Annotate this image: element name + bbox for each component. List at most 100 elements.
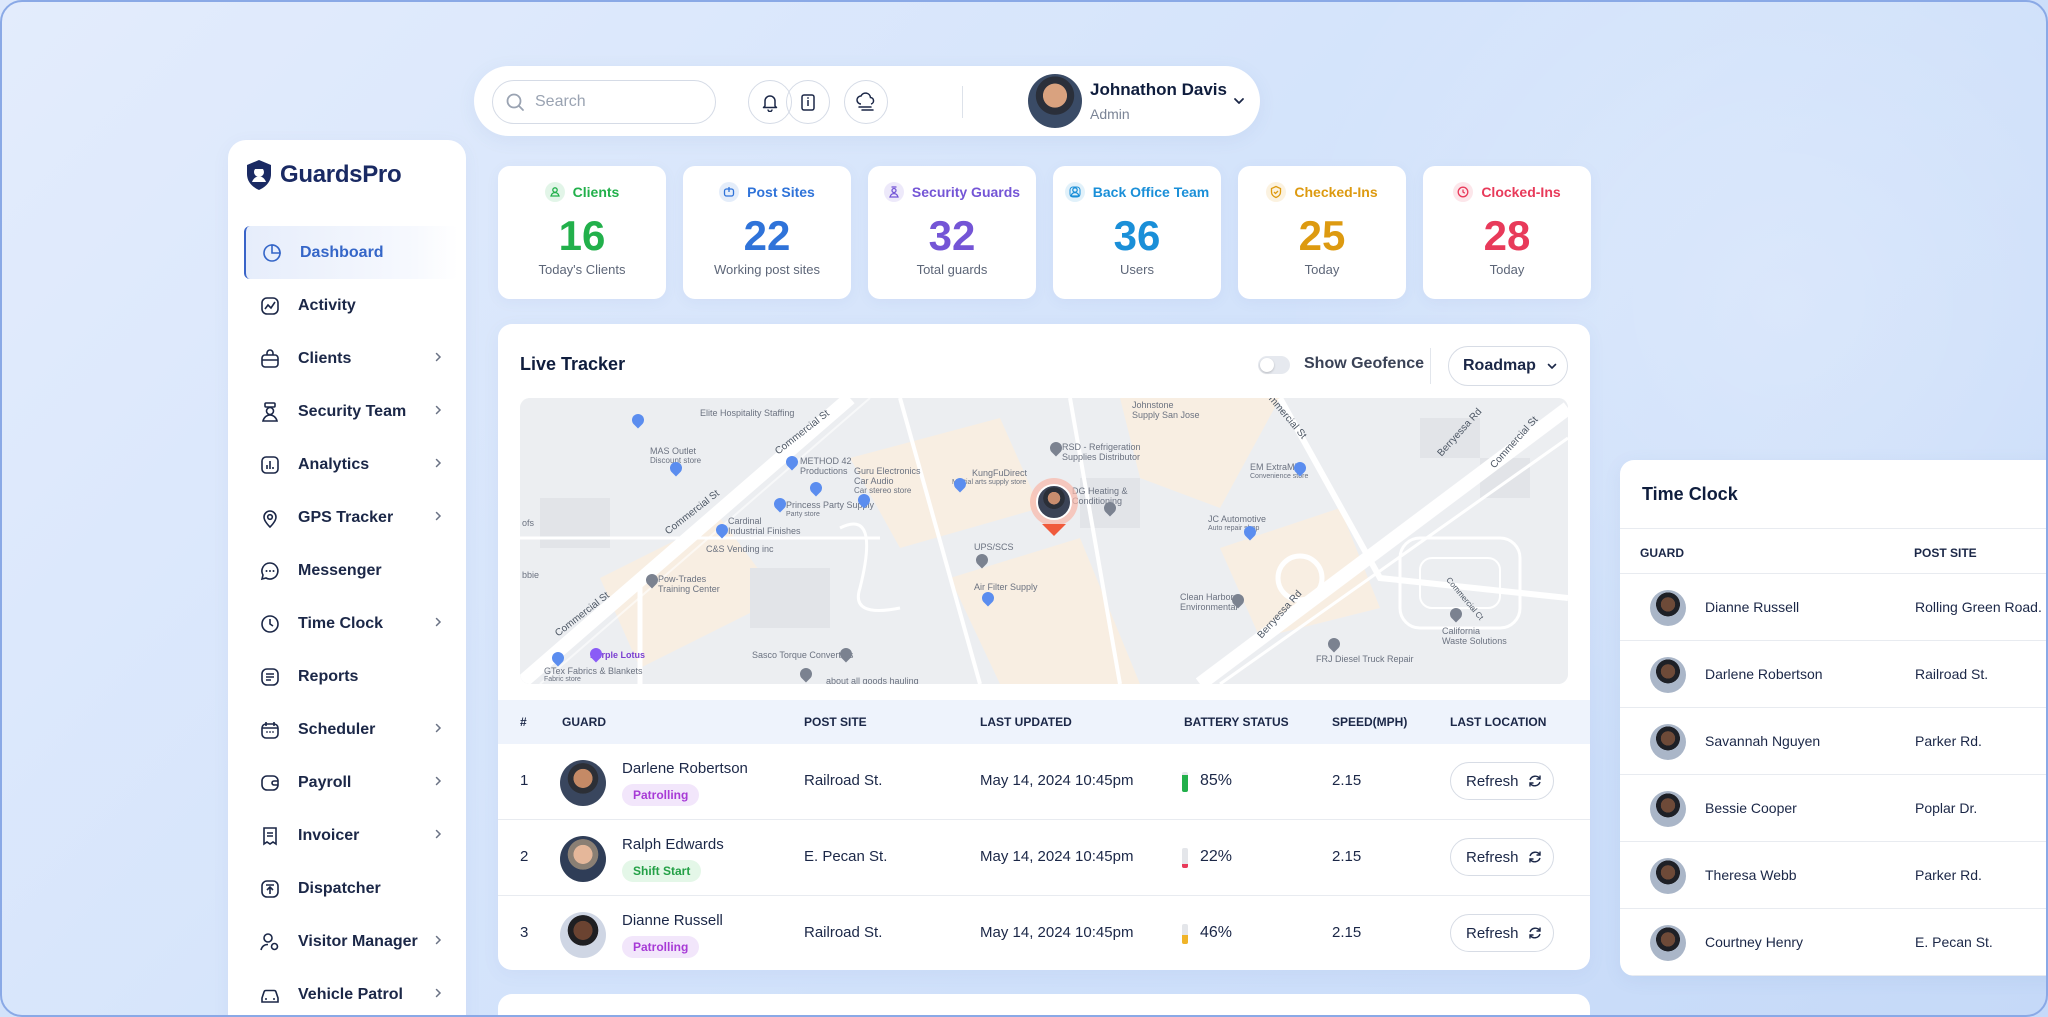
sidebar-item-dashboard[interactable]: Dashboard bbox=[244, 226, 458, 279]
sidebar-item-visitor-manager[interactable]: Visitor Manager bbox=[244, 915, 458, 968]
post-site: Railroad St. bbox=[804, 924, 883, 941]
chat-icon bbox=[258, 559, 282, 583]
map-type-select[interactable]: Roadmap bbox=[1448, 346, 1568, 386]
sidebar-item-label: Visitor Manager bbox=[298, 932, 418, 950]
sidebar-item-dispatcher[interactable]: Dispatcher bbox=[244, 862, 458, 915]
table-row[interactable]: 3 Dianne Russell Patrolling Railroad St.… bbox=[498, 896, 1590, 970]
sidebar-item-reports[interactable]: Reports bbox=[244, 650, 458, 703]
column-header: # bbox=[520, 715, 527, 729]
map-label: Conditioning bbox=[1072, 496, 1123, 506]
user-avatar[interactable] bbox=[1028, 74, 1082, 128]
map-label: Martial arts supply store bbox=[952, 479, 1027, 486]
team-icon bbox=[1064, 182, 1085, 202]
map-label: Industrial Finishes bbox=[728, 526, 801, 536]
column-header: POST SITE bbox=[1914, 546, 1977, 560]
sidebar-item-activity[interactable]: Activity bbox=[244, 279, 458, 332]
list-item[interactable]: Darlene Robertson Railroad St. bbox=[1620, 641, 2046, 708]
list-item[interactable]: Bessie Cooper Poplar Dr. bbox=[1620, 775, 2046, 842]
sidebar-item-messenger[interactable]: Messenger bbox=[244, 544, 458, 597]
stat-title: Clocked-Ins bbox=[1481, 184, 1561, 200]
stat-card-checked-ins[interactable]: Checked-Ins 25 Today bbox=[1238, 166, 1406, 299]
stat-card-clocked-ins[interactable]: Clocked-Ins 28 Today bbox=[1423, 166, 1591, 299]
avatar bbox=[1650, 858, 1686, 894]
avatar bbox=[1650, 724, 1686, 760]
invoice-icon bbox=[258, 824, 282, 848]
sidebar-item-label: Vehicle Patrol bbox=[298, 985, 403, 1003]
map-label: Supplies Distributor bbox=[1062, 452, 1141, 462]
map-label: Productions bbox=[800, 466, 848, 476]
list-item[interactable]: Dianne Russell Rolling Green Road. bbox=[1620, 574, 2046, 641]
table-row[interactable]: 1 Darlene Robertson Patrolling Railroad … bbox=[498, 744, 1590, 820]
sidebar-item-gps-tracker[interactable]: GPS Tracker bbox=[244, 491, 458, 544]
guard-name: Ralph Edwards bbox=[622, 836, 724, 853]
reports-icon bbox=[258, 665, 282, 689]
chevron-down-icon[interactable] bbox=[1232, 94, 1246, 108]
status-badge: Patrolling bbox=[622, 784, 700, 806]
refresh-button[interactable]: Refresh bbox=[1450, 838, 1554, 876]
map-label: Pow-Trades bbox=[658, 574, 707, 584]
stat-card-back-office-team[interactable]: Back Office Team 36 Users bbox=[1053, 166, 1221, 299]
live-map[interactable]: Elite Hospitality Staffing Commercial St… bbox=[520, 398, 1568, 684]
chevron-right-icon bbox=[435, 405, 442, 415]
clock-icon bbox=[1453, 182, 1474, 202]
guard-location-marker[interactable] bbox=[1030, 478, 1078, 542]
sidebar-item-invoicer[interactable]: Invoicer bbox=[244, 809, 458, 862]
list-item[interactable]: Savannah Nguyen Parker Rd. bbox=[1620, 708, 2046, 775]
stat-card-security-guards[interactable]: Security Guards 32 Total guards bbox=[868, 166, 1036, 299]
geofence-toggle[interactable] bbox=[1258, 356, 1290, 374]
sidebar-item-payroll[interactable]: Payroll bbox=[244, 756, 458, 809]
brand-logo[interactable]: GuardsPro bbox=[244, 158, 402, 192]
speed: 2.15 bbox=[1332, 772, 1362, 789]
chevron-right-icon bbox=[435, 617, 442, 627]
map-label: GTex Fabrics & Blankets bbox=[544, 666, 643, 676]
list-item[interactable]: Courtney Henry E. Pecan St. bbox=[1620, 909, 2046, 976]
sidebar-item-label: Analytics bbox=[298, 455, 370, 473]
battery-percent: 22% bbox=[1200, 848, 1233, 865]
stat-subtitle: Today bbox=[1489, 262, 1525, 277]
sidebar-item-label: Dispatcher bbox=[298, 879, 381, 897]
activity-icon bbox=[258, 294, 282, 318]
refresh-icon bbox=[1528, 775, 1541, 787]
refresh-button[interactable]: Refresh bbox=[1450, 762, 1554, 800]
avatar bbox=[1650, 791, 1686, 827]
avatar bbox=[560, 912, 606, 958]
table-row[interactable]: 2 Ralph Edwards Shift Start E. Pecan St.… bbox=[498, 820, 1590, 896]
chevron-right-icon bbox=[435, 723, 442, 733]
search-input[interactable]: Search bbox=[492, 80, 716, 124]
map-label: KungFuDirect bbox=[972, 468, 1028, 478]
stat-value: 36 bbox=[1113, 212, 1161, 259]
refresh-button[interactable]: Refresh bbox=[1450, 914, 1554, 952]
refresh-icon bbox=[1528, 851, 1541, 863]
map-label: RSD - Refrigeration bbox=[1062, 442, 1141, 452]
chevron-right-icon bbox=[435, 829, 442, 839]
visitor-icon bbox=[258, 930, 282, 954]
map-label: Car stereo store bbox=[854, 486, 912, 495]
sidebar-item-security-team[interactable]: Security Team bbox=[244, 385, 458, 438]
sidebar-item-time-clock[interactable]: Time Clock bbox=[244, 597, 458, 650]
sidebar-item-label: Payroll bbox=[298, 773, 352, 791]
last-updated: May 14, 2024 10:45pm bbox=[980, 924, 1134, 941]
stat-card-clients[interactable]: Clients 16 Today's Clients bbox=[498, 166, 666, 299]
user-role: Admin bbox=[1090, 106, 1130, 122]
map-label: EM ExtraMile bbox=[1250, 462, 1304, 472]
map-label: Cardinal bbox=[728, 516, 762, 526]
row-index: 2 bbox=[520, 848, 529, 865]
map-label: Training Center bbox=[658, 584, 720, 594]
guard-icon bbox=[883, 182, 904, 202]
sidebar-item-scheduler[interactable]: Scheduler bbox=[244, 703, 458, 756]
document-button[interactable] bbox=[786, 80, 830, 124]
weather-button[interactable] bbox=[844, 80, 888, 124]
sidebar: GuardsPro Dashboard Activity Clients Securi… bbox=[228, 140, 466, 1015]
time-clock-card: Time Clock GUARD POST SITE Dianne Russel… bbox=[1620, 460, 2046, 976]
battery-indicator bbox=[1182, 924, 1188, 944]
sidebar-item-vehicle-patrol[interactable]: Vehicle Patrol bbox=[244, 968, 458, 1015]
location-icon bbox=[258, 506, 282, 530]
post-site: Railroad St. bbox=[1915, 666, 1989, 682]
sidebar-item-analytics[interactable]: Analytics bbox=[244, 438, 458, 491]
map-label: Purple Lotus bbox=[590, 650, 646, 660]
calendar-icon bbox=[258, 718, 282, 742]
list-item[interactable]: Theresa Webb Parker Rd. bbox=[1620, 842, 2046, 909]
sidebar-item-clients[interactable]: Clients bbox=[244, 332, 458, 385]
map-label: Supply San Jose bbox=[1132, 410, 1200, 420]
stat-card-post-sites[interactable]: Post Sites 22 Working post sites bbox=[683, 166, 851, 299]
